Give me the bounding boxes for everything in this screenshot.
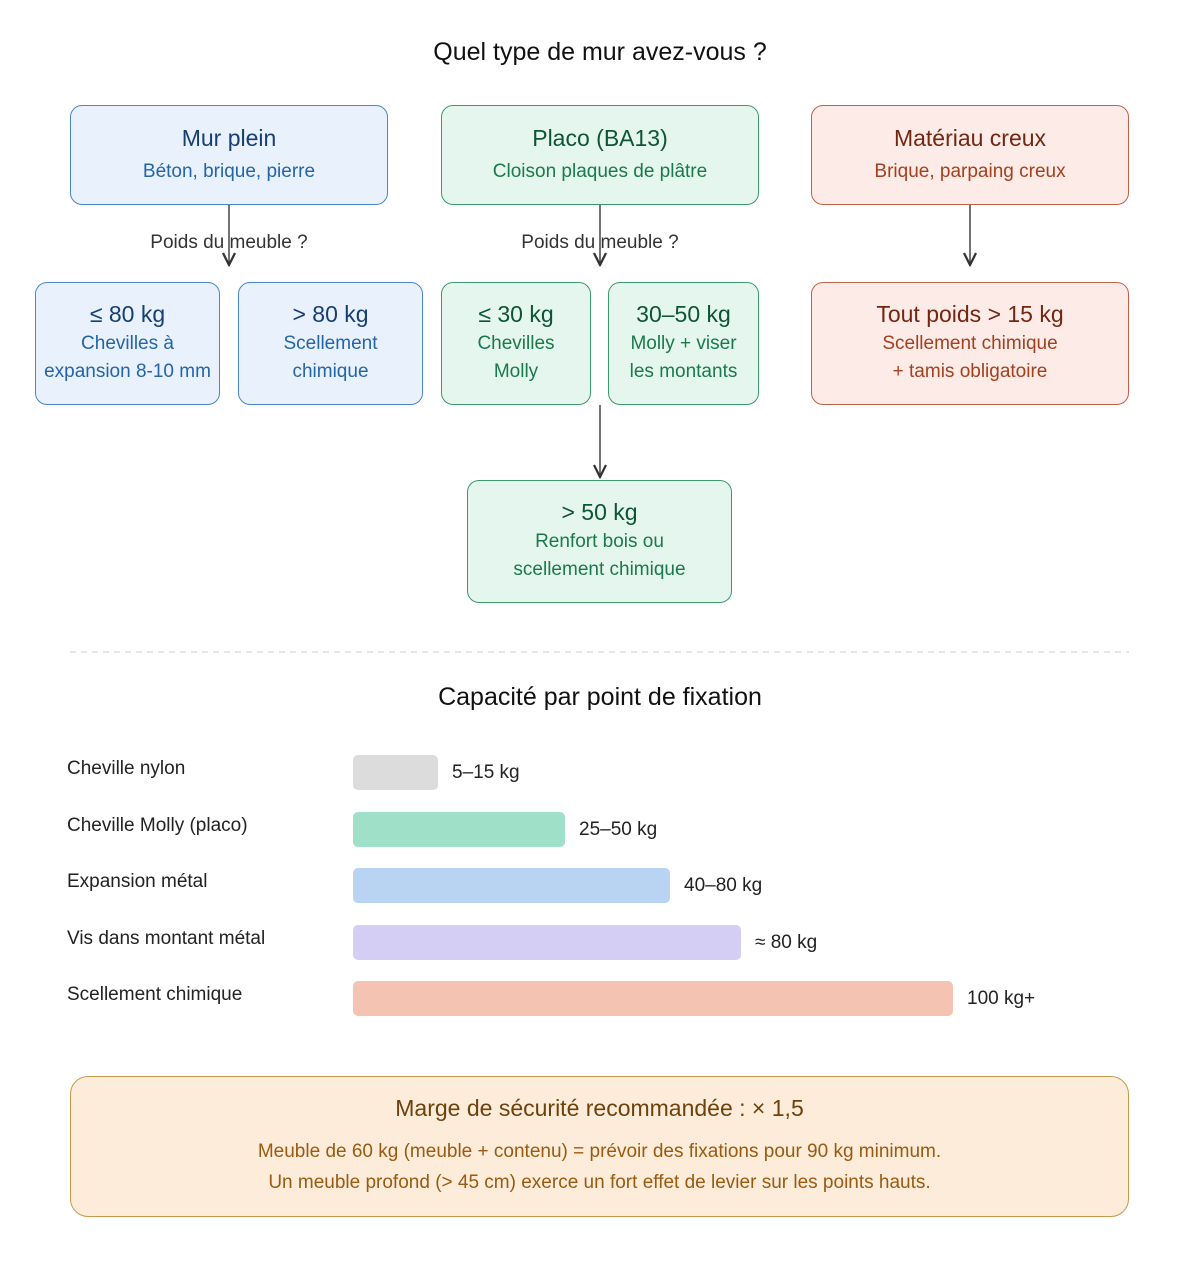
- node-line: les montants: [629, 361, 738, 382]
- outcome-node: ≤ 80 kg Chevilles à expansion 8-10 mm: [35, 282, 220, 405]
- row-label: Scellement chimique: [67, 984, 243, 1005]
- node-title: 30–50 kg: [636, 301, 731, 327]
- outcome-node: > 50 kg Renfort bois ou scellement chimiqu…: [467, 480, 732, 603]
- wall-node: Placo (BA13) Cloison plaques de plâtre: [441, 105, 759, 205]
- wall-node: Matériau creux Brique, parpaing creux: [811, 105, 1129, 205]
- range-label: 40–80 kg: [684, 875, 763, 896]
- edge-label: Poids du meuble ?: [150, 232, 308, 253]
- row-label: Cheville Molly (placo): [67, 814, 248, 836]
- capacity-bar: [353, 811, 565, 847]
- node-line: + tamis obligatoire: [892, 361, 1048, 382]
- node-title: Matériau creux: [893, 124, 1047, 151]
- outcome-node: > 80 kg Scellement chimique: [238, 282, 423, 405]
- node-line: chimique: [292, 361, 369, 382]
- flow-title: Quel type de mur avez-vous ?: [433, 38, 767, 66]
- node-line: Molly: [493, 361, 539, 382]
- node-title: Mur plein: [181, 124, 277, 151]
- node-title: Tout poids > 15 kg: [876, 301, 1064, 327]
- range-label: 100 kg+: [967, 988, 1036, 1009]
- edge-label: Poids du meuble ?: [521, 232, 679, 253]
- row-label: Expansion métal: [67, 871, 208, 892]
- node-line: Renfort bois ou: [535, 531, 664, 552]
- wall-node: Mur plein Béton, brique, pierre: [70, 105, 388, 205]
- node-title: > 80 kg: [292, 301, 369, 327]
- capacity-bar: [353, 924, 741, 960]
- note-line: Meuble de 60 kg (meuble + contenu) = pré…: [257, 1141, 942, 1162]
- outcome-node: Tout poids > 15 kg Scellement chimique + t…: [811, 282, 1129, 405]
- node-line: Molly + viser: [630, 333, 737, 354]
- node-line: expansion 8-10 mm: [44, 361, 211, 382]
- node-title: ≤ 30 kg: [478, 301, 554, 327]
- capacity-title: Capacité par point de fixation: [438, 683, 762, 711]
- node-line: Chevilles: [477, 333, 555, 354]
- note-title: Marge de sécurité recommandée : × 1,5: [395, 1095, 804, 1121]
- range-label: 25–50 kg: [579, 818, 658, 840]
- node-title: Placo (BA13): [532, 124, 668, 151]
- outcome-node: 30–50 kg Molly + viser les montants: [608, 282, 759, 405]
- node-subtitle: Cloison plaques de plâtre: [492, 160, 708, 182]
- range-label: 5–15 kg: [452, 762, 520, 783]
- row-label: Vis dans montant métal: [67, 927, 266, 949]
- node-line: Chevilles à: [81, 333, 174, 354]
- outcome-node: ≤ 30 kg Chevilles Molly: [441, 282, 591, 405]
- note-line: Un meuble profond (> 45 cm) exerce un fo…: [268, 1172, 931, 1193]
- node-line: Scellement: [283, 333, 378, 354]
- row-label: Cheville nylon: [67, 758, 186, 779]
- node-line: Scellement chimique: [882, 333, 1058, 354]
- capacity-bar: [353, 981, 953, 1016]
- node-subtitle: Béton, brique, pierre: [142, 160, 316, 182]
- note-box: Marge de sécurité recommandée : × 1,5 Me…: [70, 1076, 1129, 1217]
- node-title: > 50 kg: [561, 499, 638, 525]
- range-label: ≈ 80 kg: [755, 931, 818, 953]
- node-title: ≤ 80 kg: [89, 301, 166, 327]
- capacity-bar: [353, 868, 670, 903]
- node-subtitle: Brique, parpaing creux: [874, 160, 1066, 182]
- node-line: scellement chimique: [513, 559, 686, 580]
- capacity-bar: [353, 755, 438, 790]
